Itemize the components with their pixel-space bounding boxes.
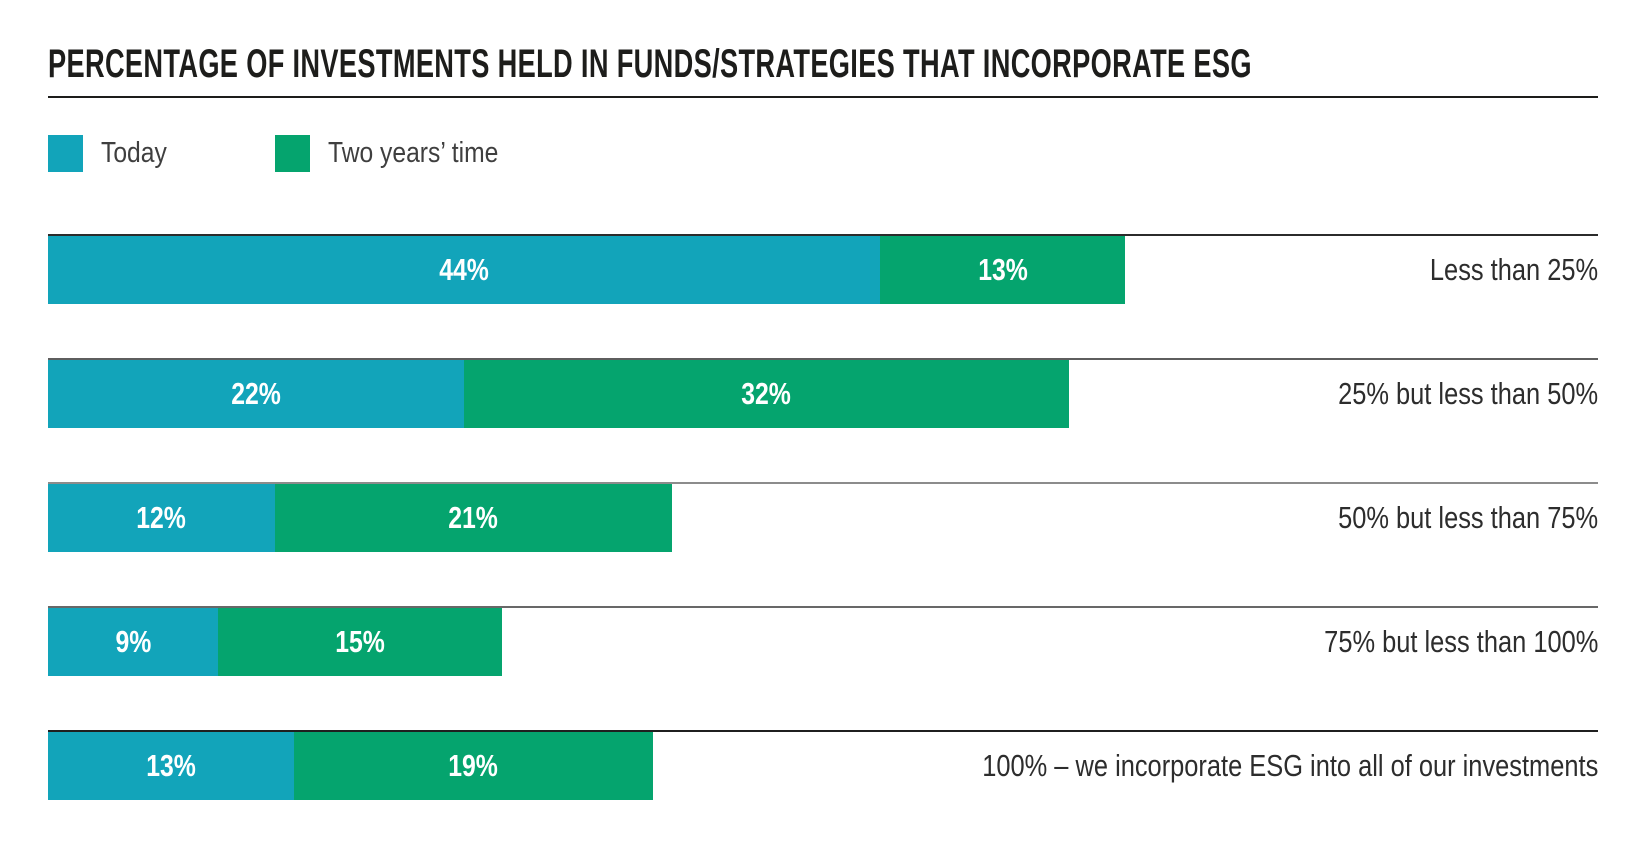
category-label: 75% but less than 100% (1264, 608, 1598, 676)
category-label: 100% – we incorporate ESG into all of ou… (847, 732, 1598, 800)
bar-group: 22% 32% (48, 360, 1598, 428)
bar-row: 44% 13% Less than 25% (48, 234, 1598, 358)
title-underline (48, 96, 1598, 98)
category-label: 25% but less than 50% (1281, 360, 1598, 428)
category-label-text: 100% – we incorporate ESG into all of ou… (981, 748, 1598, 783)
two-years-bar-segment: 13% (879, 236, 1126, 304)
legend-swatch-today (48, 135, 83, 172)
two-years-bar-segment: 21% (274, 484, 672, 552)
bar-value-label: 19% (448, 748, 499, 783)
bar-group: 12% 21% (48, 484, 1598, 552)
bar-value-label: 44% (439, 252, 489, 287)
two-years-bar-segment: 32% (463, 360, 1069, 428)
legend-label-today: Today (101, 137, 167, 169)
category-label-text: 75% but less than 100% (1323, 624, 1598, 659)
bar-row: 12% 21% 50% but less than 75% (48, 482, 1598, 606)
bar-row: 22% 32% 25% but less than 50% (48, 358, 1598, 482)
bar-value-label: 15% (335, 624, 385, 659)
page-title-text: PERCENTAGE OF INVESTMENTS HELD IN FUNDS/… (48, 42, 1252, 86)
bar-group: 13% 19% (48, 732, 1598, 800)
legend-label-two-years: Two years’ time (328, 137, 499, 169)
today-bar-segment: 13% (48, 732, 294, 800)
bar-chart: 44% 13% Less than 25% 22% 32% 25% but less th… (48, 234, 1598, 854)
bar-group: 44% 13% (48, 236, 1598, 304)
bar-value-label: 13% (977, 252, 1028, 287)
two-years-bar-segment: 19% (293, 732, 653, 800)
legend-item-two-years: Two years’ time (275, 135, 528, 172)
bar-value-label: 13% (146, 748, 196, 783)
category-label: 50% but less than 75% (1281, 484, 1598, 552)
chart-legend: Today Two years’ time (48, 135, 528, 172)
today-bar-segment: 22% (48, 360, 464, 428)
row-topline (48, 482, 1598, 484)
today-bar-segment: 9% (48, 608, 219, 676)
category-label-text: Less than 25% (1429, 252, 1598, 287)
category-label-text: 50% but less than 75% (1337, 500, 1598, 535)
today-bar-segment: 12% (48, 484, 275, 552)
bar-value-label: 12% (136, 500, 187, 535)
bar-value-label: 32% (741, 376, 792, 411)
bar-value-label: 21% (448, 500, 499, 535)
bar-value-label: 22% (231, 376, 281, 411)
today-bar-segment: 44% (48, 236, 880, 304)
bar-group: 9% 15% (48, 608, 1598, 676)
legend-item-today: Today (48, 135, 275, 172)
two-years-bar-segment: 15% (218, 608, 502, 676)
bar-value-label: 9% (115, 624, 151, 659)
bar-row: 9% 15% 75% but less than 100% (48, 606, 1598, 730)
row-topline (48, 234, 1598, 236)
row-topline (48, 606, 1598, 608)
row-topline (48, 358, 1598, 360)
bar-row: 13% 19% 100% – we incorporate ESG into all… (48, 730, 1598, 854)
category-label-text: 25% but less than 50% (1337, 376, 1598, 411)
legend-swatch-two-years (275, 135, 310, 172)
page-title: PERCENTAGE OF INVESTMENTS HELD IN FUNDS/… (48, 40, 1640, 88)
category-label: Less than 25% (1393, 236, 1598, 304)
row-topline (48, 730, 1598, 732)
